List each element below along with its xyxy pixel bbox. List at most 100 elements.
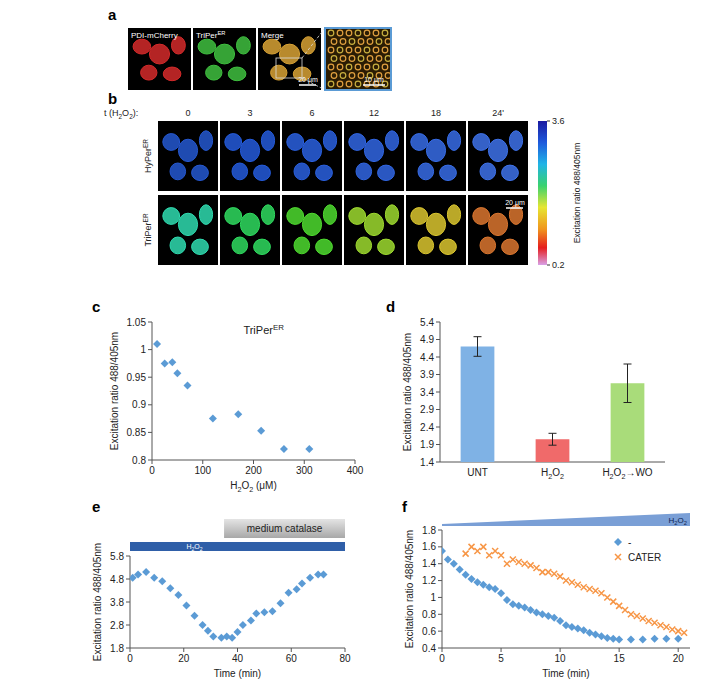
point (581, 584, 587, 590)
x-tick (442, 648, 443, 652)
cell (356, 237, 372, 254)
text-run: 1 (430, 592, 436, 603)
text-run: Excitation ratio 488/405nm (92, 543, 103, 661)
text-run: H (230, 480, 237, 491)
reticulum (382, 64, 388, 70)
annotation-label: H2O2 (186, 543, 202, 552)
micrograph (158, 121, 218, 191)
point (150, 574, 158, 582)
y-tick (438, 546, 442, 547)
cell (294, 163, 310, 180)
plot-area (442, 544, 687, 644)
reticulum (331, 73, 337, 79)
y-tick (148, 460, 152, 461)
panel-label: d (386, 298, 395, 315)
micrograph (282, 121, 342, 191)
time-label: 6 (309, 108, 314, 118)
y-axis-title: Excitation ratio 488/405nm (402, 333, 413, 451)
point (247, 616, 255, 624)
reticulum (358, 73, 364, 79)
reticulum (328, 81, 334, 87)
annotation-label: H2O2 (669, 516, 687, 526)
y-tick-label: 5.8 (110, 551, 124, 562)
micrograph (468, 195, 528, 265)
point (528, 562, 534, 568)
text-run: 0.4 (422, 643, 436, 654)
y-axis-title: Excitation ratio 488/405nm (404, 530, 415, 648)
reticulum (346, 64, 352, 70)
x-tick (619, 648, 620, 652)
point (442, 547, 446, 555)
y-tick-label: 0.8 (422, 609, 436, 620)
text-run: Excitation ratio 488/405nm (572, 143, 582, 244)
text-run: 3.4 (420, 387, 434, 398)
text-run: t (H (104, 108, 119, 118)
point (556, 617, 564, 625)
x-tick (345, 648, 346, 652)
x-tick-label: H2O2 (541, 467, 564, 481)
text-run: →WO (625, 467, 652, 478)
text-run: 3.6 (552, 116, 565, 126)
channel-label: PDI-mCherry (131, 31, 178, 40)
scale-bar (363, 84, 385, 86)
x-tick-label: H2O2→WO (602, 467, 652, 481)
reticulum (340, 56, 346, 62)
x-tick-label: 80 (339, 653, 351, 664)
scale-bar-label: 10 μm (364, 76, 384, 84)
zoom-box (276, 58, 302, 78)
x-axis-title: H2O2 (μM) (230, 480, 277, 494)
point (657, 622, 663, 628)
treatment-ramp (442, 513, 690, 526)
reticulum (385, 39, 391, 45)
y-tick-label: 1.4 (420, 457, 434, 468)
x-tick-label: 15 (614, 653, 626, 664)
panel-label: f (402, 498, 408, 515)
x-tick (560, 648, 561, 652)
point (277, 599, 285, 607)
point (450, 560, 458, 568)
text-run: TriPer (243, 324, 273, 336)
cell (287, 208, 304, 225)
text-run: 4.9 (420, 334, 434, 345)
reticulum (373, 64, 379, 70)
cell (378, 165, 395, 180)
cell (323, 131, 336, 151)
y-tick (126, 579, 130, 580)
point (498, 552, 504, 558)
cell (178, 213, 197, 235)
text-run: b (108, 90, 117, 107)
point (306, 574, 314, 582)
text-run: UNT (467, 467, 488, 478)
point (228, 634, 236, 642)
scale-bar-label: 20 μm (505, 199, 525, 207)
error-bar (474, 337, 482, 357)
text-run: 3.9 (420, 369, 434, 380)
text-run: 15 (614, 653, 626, 664)
cell (411, 134, 428, 151)
cell (141, 65, 157, 80)
text-run: 2.4 (420, 422, 434, 433)
reticulum (382, 47, 388, 53)
y-tick-label: 5.4 (420, 317, 434, 328)
point (622, 607, 628, 613)
reticulum (364, 30, 370, 36)
y-tick (438, 614, 442, 615)
cell (426, 213, 445, 235)
point (532, 609, 540, 617)
text-run: Time (min) (214, 668, 261, 679)
text-run: 0.6 (422, 626, 436, 637)
text-run: 5 (498, 653, 504, 664)
text-run: 1.4 (422, 558, 436, 569)
y-tick (438, 530, 442, 531)
point (305, 445, 313, 453)
cell (356, 163, 372, 180)
cell (225, 134, 242, 151)
text-run: ): (133, 108, 139, 118)
x-tick (678, 648, 679, 652)
micrograph (468, 121, 528, 191)
time-label: 24' (492, 108, 504, 118)
point (593, 588, 599, 594)
cell (163, 67, 181, 81)
cell (199, 131, 212, 151)
cell (473, 134, 490, 151)
